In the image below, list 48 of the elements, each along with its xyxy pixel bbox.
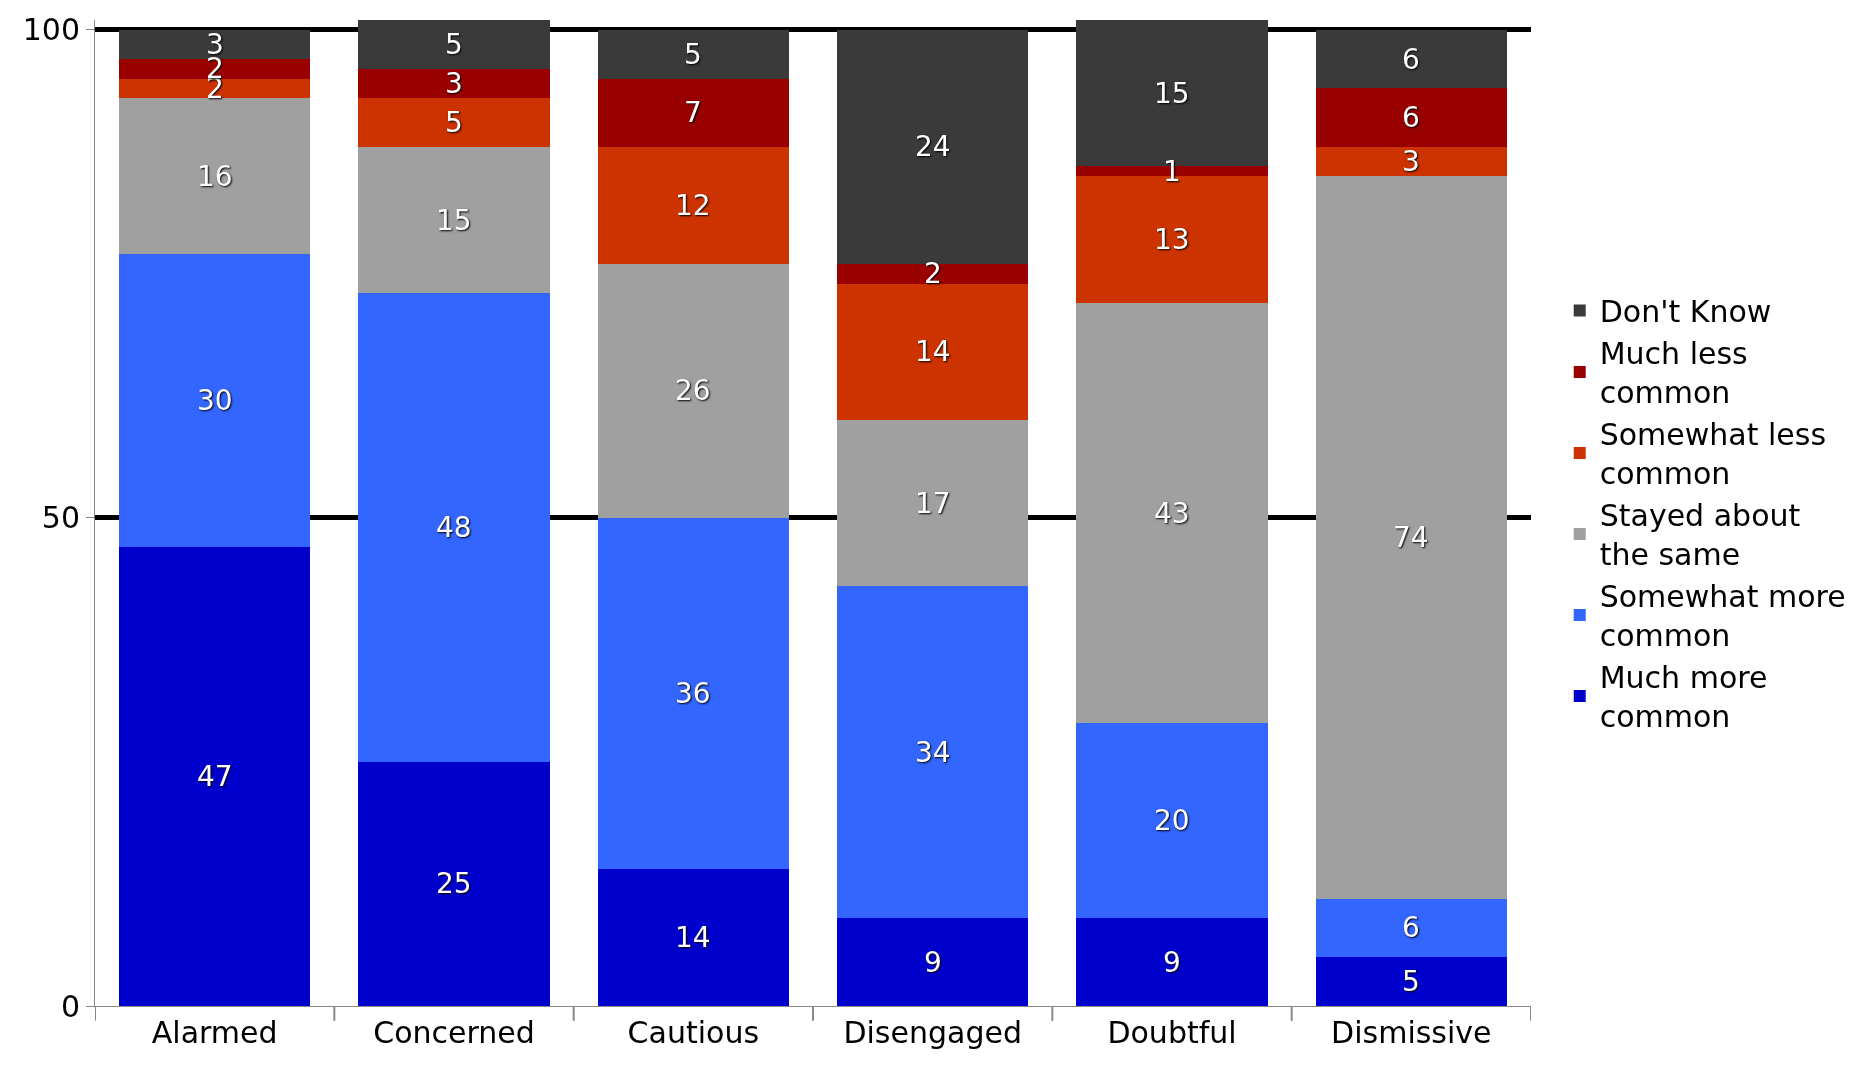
legend-label: Much more common [1599, 660, 1768, 735]
data-label: 15 [1154, 77, 1190, 110]
x-tick-label: Doubtful [1107, 1015, 1237, 1050]
data-label: 15 [436, 204, 472, 237]
data-label: 9 [924, 946, 942, 979]
data-label: 74 [1393, 521, 1429, 554]
x-tick-label: Concerned [373, 1015, 535, 1050]
y-tick-label: 50 [41, 500, 80, 536]
data-label: 6 [1402, 101, 1420, 134]
data-label: 26 [675, 374, 711, 407]
data-label: 34 [915, 736, 951, 769]
legend-label: Stayed about the same [1599, 498, 1801, 573]
data-label: 9 [1163, 946, 1181, 979]
legend-label: Somewhat less common [1599, 417, 1827, 492]
x-tick-label: Cautious [627, 1015, 760, 1050]
data-label: 3 [1402, 145, 1420, 178]
data-label: 12 [675, 189, 711, 222]
data-label: 17 [915, 487, 951, 520]
data-label: 16 [197, 160, 233, 193]
data-label: 2 [924, 257, 942, 290]
data-label: 1 [1163, 155, 1181, 188]
data-label: 6 [1402, 911, 1420, 944]
data-label: 20 [1154, 804, 1190, 837]
data-label: 14 [675, 921, 711, 954]
data-label: 24 [915, 130, 951, 163]
y-tick-label: 100 [22, 12, 80, 48]
x-tick-label: Disengaged [843, 1015, 1022, 1050]
y-tick-label: 0 [60, 988, 80, 1024]
data-label: 36 [675, 677, 711, 710]
data-label: 5 [684, 38, 702, 71]
data-label: 48 [436, 511, 472, 544]
data-label: 5 [445, 106, 463, 139]
data-label: 14 [915, 335, 951, 368]
data-label: 25 [436, 867, 472, 900]
x-tick-label: Alarmed [151, 1015, 278, 1050]
data-label: 5 [1402, 965, 1420, 998]
data-label: 7 [684, 96, 702, 129]
data-label: 5 [445, 28, 463, 61]
data-label: 43 [1154, 497, 1190, 530]
x-tick-label: Dismissive [1331, 1015, 1492, 1050]
data-label: 30 [197, 384, 233, 417]
data-label: 6 [1402, 43, 1420, 76]
legend-label: Don't Know [1599, 294, 1772, 330]
data-label: 13 [1154, 223, 1190, 256]
legend-label: Somewhat more common [1599, 579, 1846, 654]
data-label: 47 [197, 760, 233, 793]
legend-label: Much less common [1599, 336, 1748, 411]
data-label: 3 [445, 67, 463, 100]
